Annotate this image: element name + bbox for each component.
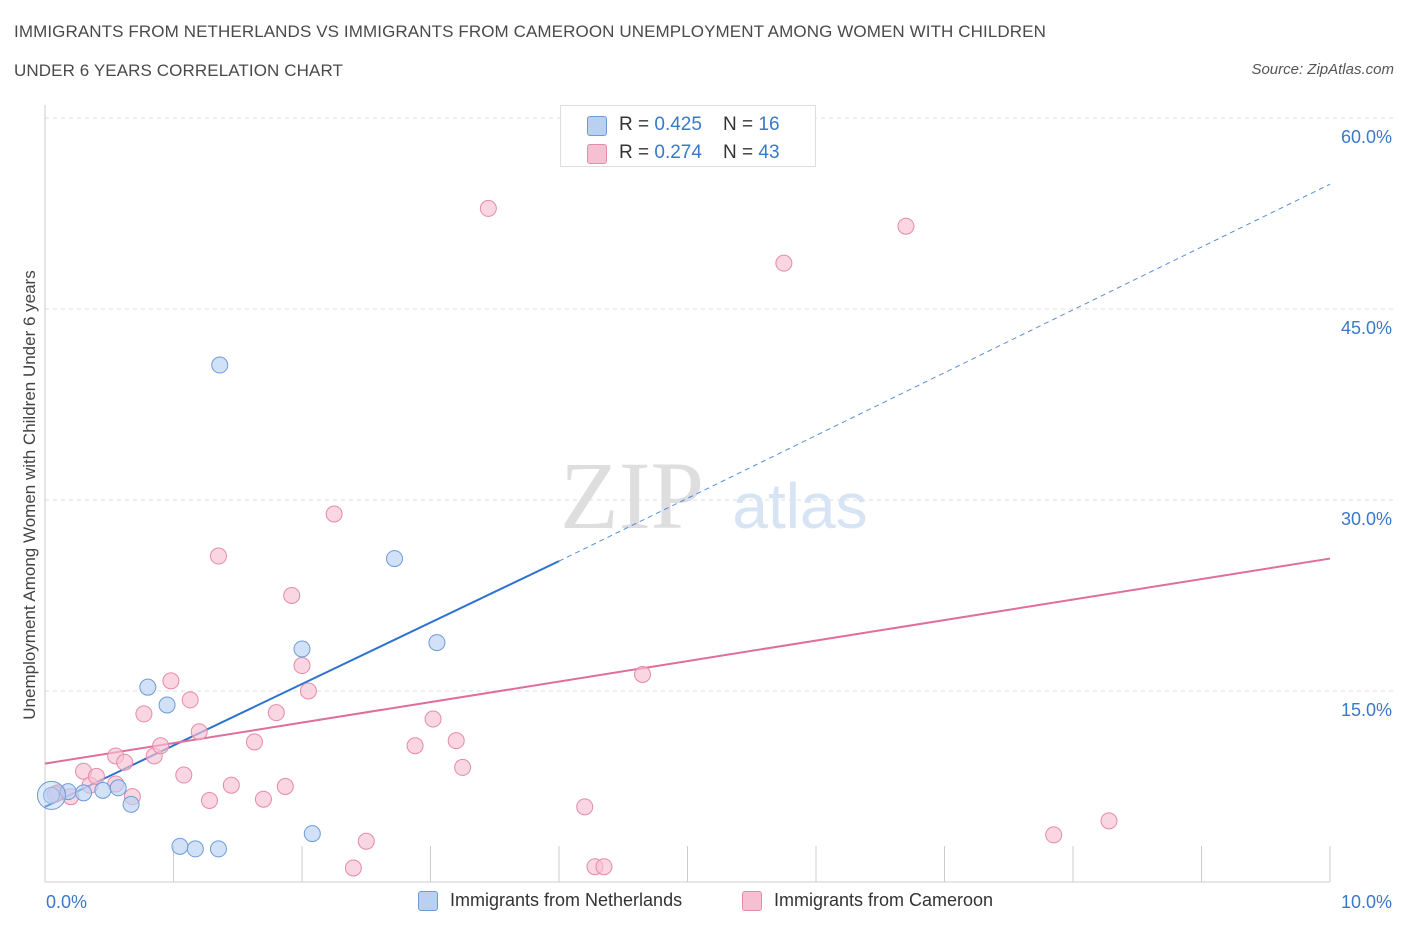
point-cameroon[interactable] — [200, 792, 218, 810]
legend-label-netherlands: Immigrants from Netherlands — [450, 890, 683, 910]
point-netherlands-cluster[interactable] — [36, 780, 66, 810]
legend-swatch-netherlands — [418, 890, 438, 911]
source-label: Source: ZipAtlas.com — [1251, 61, 1394, 78]
point-cameroon[interactable] — [293, 657, 311, 675]
point-netherlands[interactable] — [94, 781, 112, 799]
point-netherlands[interactable] — [386, 550, 404, 568]
point-cameroon[interactable] — [424, 710, 442, 728]
point-cameroon[interactable] — [276, 778, 294, 795]
point-cameroon[interactable] — [116, 753, 134, 771]
chart-title-line2: UNDER 6 YEARS CORRELATION CHART — [14, 61, 343, 80]
point-cameroon[interactable] — [576, 798, 594, 816]
point-cameroon[interactable] — [299, 682, 317, 700]
point-netherlands[interactable] — [75, 784, 93, 802]
point-cameroon[interactable] — [222, 776, 240, 794]
n-value-netherlands: 16 — [758, 114, 780, 135]
stats-legend: R = 0.425 N = 16 R = 0.274 N = 43 — [560, 105, 816, 167]
point-cameroon[interactable] — [254, 790, 272, 808]
r-label: R = — [619, 114, 655, 135]
point-netherlands[interactable] — [428, 634, 446, 652]
point-cameroon[interactable] — [135, 705, 153, 723]
y-tick-label: 60.0% — [1341, 127, 1392, 147]
y-tick-label: 15.0% — [1341, 700, 1392, 720]
y-tick-label: 30.0% — [1341, 509, 1392, 529]
x-tick-label-min: 0.0% — [46, 892, 87, 912]
point-cameroon[interactable] — [1100, 812, 1118, 830]
point-cameroon[interactable] — [175, 766, 193, 784]
point-netherlands[interactable] — [186, 840, 204, 858]
cameroon-swatch — [587, 144, 607, 164]
point-cameroon[interactable] — [447, 732, 465, 750]
point-cameroon[interactable] — [454, 758, 472, 776]
point-cameroon[interactable] — [406, 737, 424, 755]
legend-swatch-cameroon — [742, 890, 762, 911]
legend-label-cameroon: Immigrants from Cameroon — [774, 890, 994, 910]
point-netherlands[interactable] — [171, 837, 189, 855]
point-netherlands[interactable] — [209, 840, 227, 858]
r-label: R = — [619, 142, 655, 163]
n-value-cameroon: 43 — [758, 142, 780, 163]
point-netherlands[interactable] — [122, 795, 140, 813]
point-cameroon[interactable] — [1045, 826, 1063, 844]
r-value-netherlands: 0.425 — [654, 114, 702, 135]
netherlands-swatch — [587, 116, 607, 136]
point-cameroon[interactable] — [190, 723, 208, 741]
point-cameroon[interactable] — [87, 767, 105, 785]
point-cameroon[interactable] — [283, 587, 301, 604]
point-netherlands[interactable] — [158, 696, 176, 714]
watermark-atlas: atlas — [732, 470, 867, 542]
legend-item-cameroon[interactable]: Immigrants from Cameroon — [742, 890, 993, 911]
point-cameroon[interactable] — [181, 691, 199, 709]
point-netherlands[interactable] — [139, 678, 157, 696]
n-label: N = — [723, 142, 759, 163]
point-cameroon[interactable] — [897, 217, 915, 235]
y-tick-label: 45.0% — [1341, 318, 1392, 338]
trendline-cameroon — [44, 557, 1331, 765]
point-cameroon[interactable] — [479, 199, 497, 217]
point-cameroon[interactable] — [162, 672, 180, 690]
watermark-zip: ZIP — [560, 442, 704, 549]
x-tick-label-max: 10.0% — [1341, 892, 1392, 912]
point-netherlands[interactable] — [293, 640, 311, 658]
point-cameroon[interactable] — [245, 733, 263, 751]
point-netherlands[interactable] — [109, 779, 127, 797]
point-cameroon[interactable] — [325, 505, 343, 523]
point-cameroon[interactable] — [209, 547, 227, 565]
point-cameroon[interactable] — [634, 665, 652, 683]
trendline-netherlands-extension — [558, 183, 1331, 562]
r-value-cameroon: 0.274 — [654, 142, 702, 163]
point-cameroon[interactable] — [267, 704, 285, 722]
point-netherlands[interactable] — [211, 356, 229, 374]
point-cameroon[interactable] — [357, 832, 375, 850]
point-cameroon[interactable] — [344, 859, 362, 877]
point-cameroon[interactable] — [595, 858, 613, 876]
point-cameroon[interactable] — [152, 737, 170, 755]
n-label: N = — [723, 114, 759, 135]
point-netherlands[interactable] — [303, 825, 321, 843]
point-netherlands[interactable] — [42, 786, 60, 804]
chart-title-line1: IMMIGRANTS FROM NETHERLANDS VS IMMIGRANT… — [14, 22, 1046, 41]
legend-item-netherlands[interactable]: Immigrants from Netherlands — [418, 890, 682, 911]
point-cameroon[interactable] — [775, 254, 793, 272]
